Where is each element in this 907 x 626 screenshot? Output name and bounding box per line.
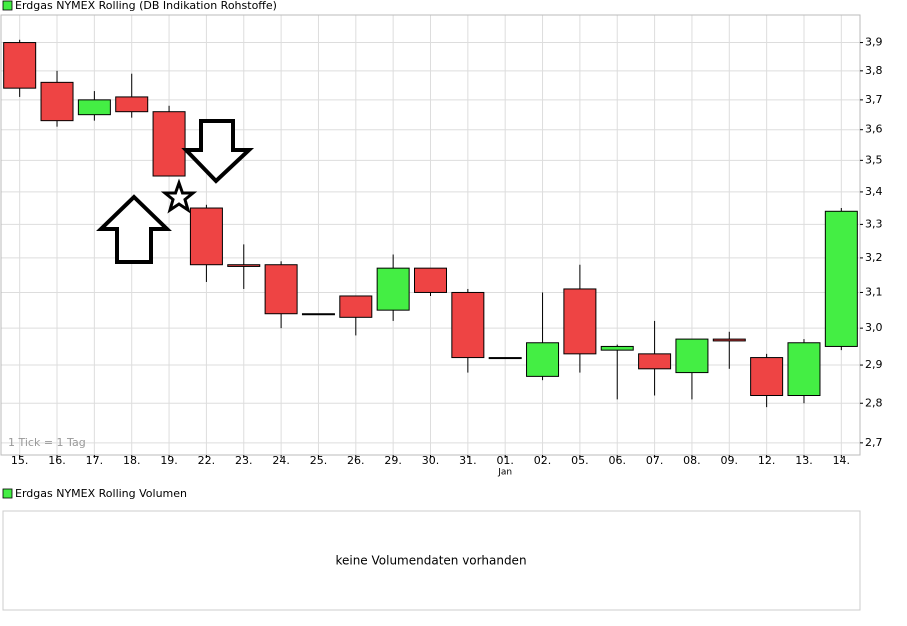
y-tick-label: 3,9 <box>865 36 883 49</box>
up-arrow <box>96 194 172 264</box>
candle-body <box>600 345 634 351</box>
month-label: Jan <box>497 468 512 478</box>
candle-body <box>675 338 709 374</box>
candle-body <box>787 342 821 397</box>
candle-body <box>488 357 522 360</box>
x-tick-label: 18. <box>123 454 141 467</box>
candle-body <box>638 353 672 370</box>
x-tick-label: 05. <box>571 454 589 467</box>
tick-note: 1 Tick = 1 Tag <box>8 436 86 449</box>
candle-body <box>227 264 261 267</box>
y-tick-label: 3,3 <box>865 217 883 230</box>
x-tick-label: 25. <box>310 454 328 467</box>
down-arrow <box>181 119 255 184</box>
candle-body <box>264 264 298 315</box>
y-tick-label: 3,5 <box>865 153 883 166</box>
x-tick-label: 29. <box>384 454 402 467</box>
x-tick-label: 16. <box>48 454 66 467</box>
candle-body <box>526 342 560 377</box>
volume-frame <box>2 510 861 611</box>
x-tick-label: 17. <box>86 454 104 467</box>
candle-body <box>451 291 485 359</box>
candle-body <box>40 81 74 122</box>
x-tick-label: 01. <box>496 454 514 467</box>
candle-body <box>712 338 746 342</box>
y-tick-label: 3,2 <box>865 251 883 264</box>
candle-body <box>750 357 784 397</box>
candle-body <box>824 210 858 347</box>
volume-title: Erdgas NYMEX Rolling Volumen <box>15 487 187 500</box>
x-tick-label: 24. <box>272 454 290 467</box>
x-tick-label: 14. <box>833 454 851 467</box>
y-tick-label: 3,8 <box>865 64 883 77</box>
volume-message: keine Volumendaten vorhanden <box>335 554 526 568</box>
x-tick-label: 06. <box>608 454 626 467</box>
y-tick-label: 2,7 <box>865 436 883 449</box>
candle-body <box>414 267 447 293</box>
x-tick-label: 26. <box>347 454 365 467</box>
candle-body <box>189 207 223 266</box>
candle-body <box>77 99 111 116</box>
candle-body <box>152 111 186 177</box>
candle-body <box>115 96 149 113</box>
candle-body <box>563 288 597 355</box>
candle-body <box>3 42 37 89</box>
x-tick-label: 02. <box>534 454 552 467</box>
x-tick-label: 08. <box>683 454 701 467</box>
x-tick-label: 07. <box>646 454 664 467</box>
legend-swatch <box>2 0 13 11</box>
candle-body <box>301 313 335 316</box>
y-tick-label: 3,4 <box>865 185 883 198</box>
legend-swatch <box>2 488 13 499</box>
x-tick-label: 23. <box>235 454 253 467</box>
y-tick-label: 3,6 <box>865 123 883 136</box>
y-tick-label: 3,7 <box>865 93 883 106</box>
x-tick-label: 22. <box>198 454 216 467</box>
x-tick-label: 15. <box>11 454 29 467</box>
x-tick-label: 12. <box>758 454 776 467</box>
x-tick-label: 30. <box>422 454 440 467</box>
chart-title: Erdgas NYMEX Rolling (DB Indikation Rohs… <box>15 0 277 12</box>
x-tick-label: 19. <box>160 454 178 467</box>
y-tick-label: 3,1 <box>865 285 883 298</box>
y-tick-label: 2,9 <box>865 358 883 371</box>
candle-body <box>339 295 373 318</box>
x-tick-label: 09. <box>721 454 739 467</box>
candle-body <box>376 267 410 311</box>
y-tick-label: 2,8 <box>865 396 883 409</box>
y-tick-label: 3,0 <box>865 321 883 334</box>
x-tick-label: 13. <box>795 454 813 467</box>
x-tick-label: 31. <box>459 454 477 467</box>
star <box>160 178 198 214</box>
